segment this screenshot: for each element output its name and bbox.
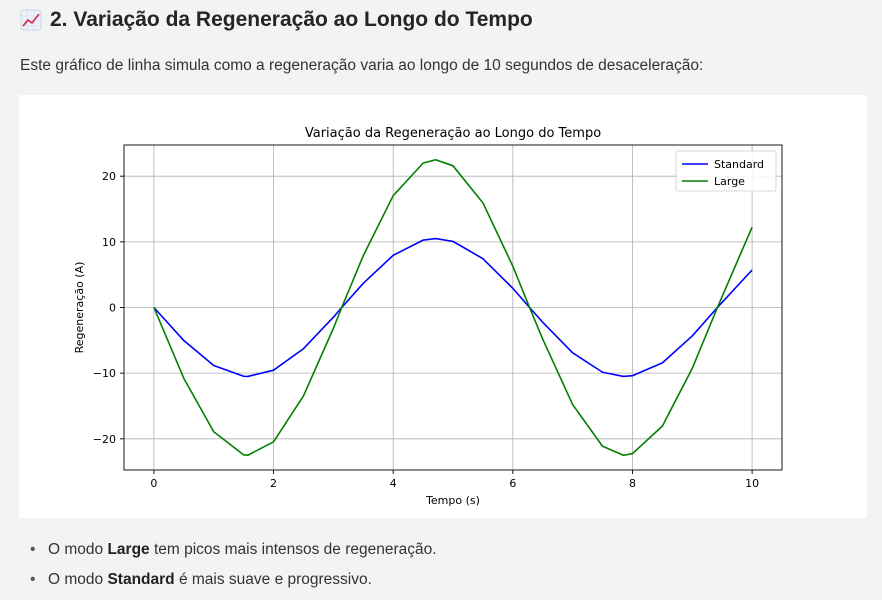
legend-label-standard: Standard: [714, 158, 764, 171]
section-intro: Este gráfico de linha simula como a rege…: [20, 57, 704, 74]
x-tick-label: 2: [270, 477, 277, 490]
mode-standard-label: Standard: [107, 571, 175, 588]
x-tick-label: 10: [745, 477, 759, 490]
chart-figure: 0 2 4 6 8 10 −20 −10 0 10 20 Variação da Regeneraçã…: [19, 95, 867, 518]
y-tick-label: −20: [93, 433, 116, 446]
y-tick-label: 10: [102, 236, 116, 249]
chart-title: Variação da Regeneração ao Longo do Temp…: [305, 126, 601, 141]
legend-label-large: Large: [714, 175, 745, 188]
bullet-list: O modo Large tem picos mais intensos de …: [30, 539, 437, 599]
x-tick-label: 6: [509, 477, 516, 490]
x-axis-label: Tempo (s): [425, 494, 480, 507]
section-heading: 2. Variação da Regeneração ao Longo do T…: [20, 8, 533, 32]
series-line-standard: [153, 237, 753, 378]
line-chart: 0 2 4 6 8 10 −20 −10 0 10 20 Variação da Regeneraçã…: [73, 126, 783, 507]
y-axis-label: Regeneração (A): [73, 262, 86, 354]
list-item: O modo Standard é mais suave e progressi…: [30, 569, 437, 599]
series-line-large: [153, 158, 753, 457]
chart-increasing-icon: [20, 9, 42, 31]
section-title: 2. Variação da Regeneração ao Longo do T…: [50, 8, 533, 31]
y-tick-label: −10: [93, 367, 116, 380]
y-tick-label: 0: [109, 302, 116, 315]
x-tick-label: 8: [629, 477, 636, 490]
x-tick-label: 0: [150, 477, 157, 490]
y-tick-label: 20: [102, 170, 116, 183]
list-item: O modo Large tem picos mais intensos de …: [30, 539, 437, 569]
x-tick-label: 4: [390, 477, 397, 490]
mode-large-label: Large: [107, 541, 150, 558]
